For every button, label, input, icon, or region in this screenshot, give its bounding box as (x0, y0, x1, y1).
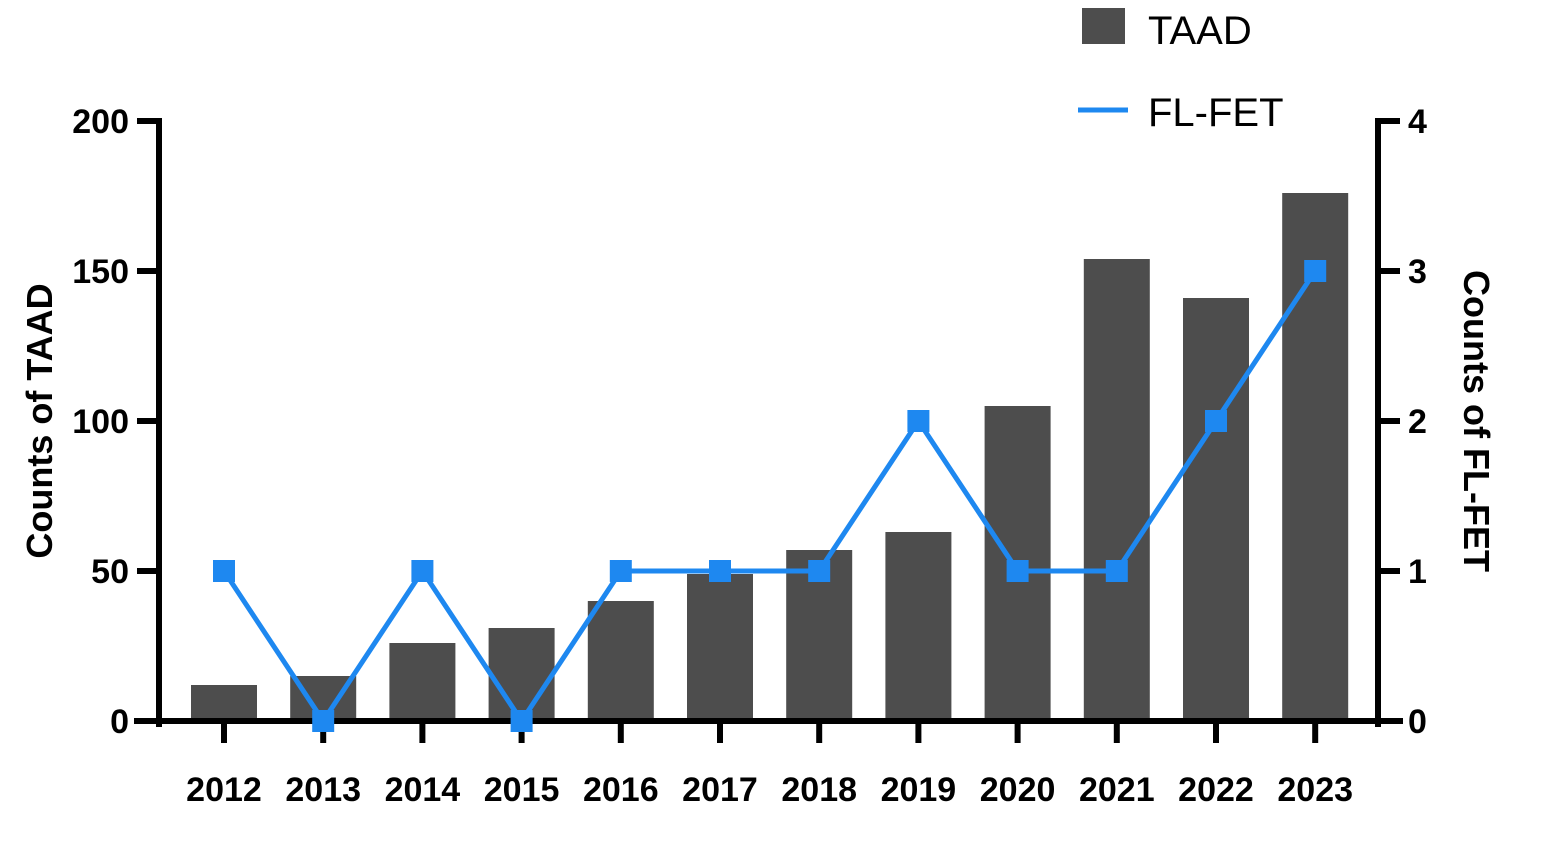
x-tick-label-2018: 2018 (781, 771, 857, 809)
bar-taad-2012 (191, 685, 257, 721)
marker-fl-fet-2016 (609, 560, 632, 582)
y-tick-label-right-1: 1 (1408, 553, 1427, 591)
marker-fl-fet-2012 (213, 560, 235, 582)
marker-fl-fet-2023 (1304, 260, 1327, 282)
x-tick-label-2016: 2016 (583, 771, 659, 809)
tick-labels: 0 50 100 150 200 0 1 2 3 4 2012 2013 2014 2015 2016 201… (72, 103, 1427, 809)
legend-label-taad: TAAD (1148, 9, 1252, 53)
y-tick-label-right-4: 4 (1408, 103, 1427, 141)
x-tick-label-2014: 2014 (385, 771, 461, 809)
y-axis-title-left: Counts of TAAD (19, 283, 60, 558)
x-tick-label-2019: 2019 (881, 771, 957, 809)
x-tick-label-2017: 2017 (682, 771, 758, 809)
axes (134, 118, 1403, 743)
marker-fl-fet-2022 (1205, 410, 1227, 432)
x-tick-label-2013: 2013 (285, 771, 361, 809)
marker-fl-fet-2017 (709, 560, 731, 582)
bar-taad-2017 (687, 574, 753, 721)
y-tick-label-right-2: 2 (1408, 403, 1427, 441)
taad-bars (191, 193, 1349, 721)
marker-fl-fet-2018 (808, 560, 831, 582)
bar-taad-2019 (885, 532, 952, 721)
y-tick-label-left-50: 50 (91, 553, 129, 591)
legend-label-fl-fet: FL-FET (1148, 91, 1284, 135)
marker-fl-fet-2013 (312, 710, 335, 732)
legend: TAAD FL-FET (1078, 8, 1284, 135)
y-tick-label-right-3: 3 (1408, 253, 1427, 291)
y-tick-label-left-100: 100 (72, 403, 129, 441)
y-tick-label-left-200: 200 (72, 103, 129, 141)
bar-taad-2014 (389, 643, 456, 721)
x-tick-label-2015: 2015 (484, 771, 560, 809)
fl-fet-series (213, 260, 1327, 732)
line-fl-fet (221, 269, 1318, 724)
marker-fl-fet-2021 (1105, 560, 1128, 582)
marker-fl-fet-2020 (1006, 560, 1029, 582)
x-tick-label-2012: 2012 (186, 771, 262, 809)
bar-taad-2016 (587, 601, 654, 721)
y-tick-label-left-0: 0 (110, 703, 129, 741)
bar-taad-2015 (488, 628, 555, 721)
y-tick-label-left-150: 150 (72, 253, 129, 291)
legend-swatch-taad (1082, 8, 1125, 44)
marker-fl-fet-2014 (411, 560, 434, 582)
x-tick-label-2022: 2022 (1178, 771, 1254, 809)
y-tick-label-right-0: 0 (1408, 703, 1427, 741)
marker-fl-fet-2015 (510, 710, 533, 732)
x-tick-label-2020: 2020 (980, 771, 1056, 809)
bar-taad-2021 (1083, 259, 1150, 721)
x-tick-label-2021: 2021 (1079, 771, 1155, 809)
bar-taad-2022 (1183, 298, 1249, 721)
marker-fl-fet-2019 (907, 410, 930, 432)
x-tick-label-2023: 2023 (1277, 771, 1353, 809)
y-axis-title-right: Counts of FL-FET (1456, 270, 1497, 572)
